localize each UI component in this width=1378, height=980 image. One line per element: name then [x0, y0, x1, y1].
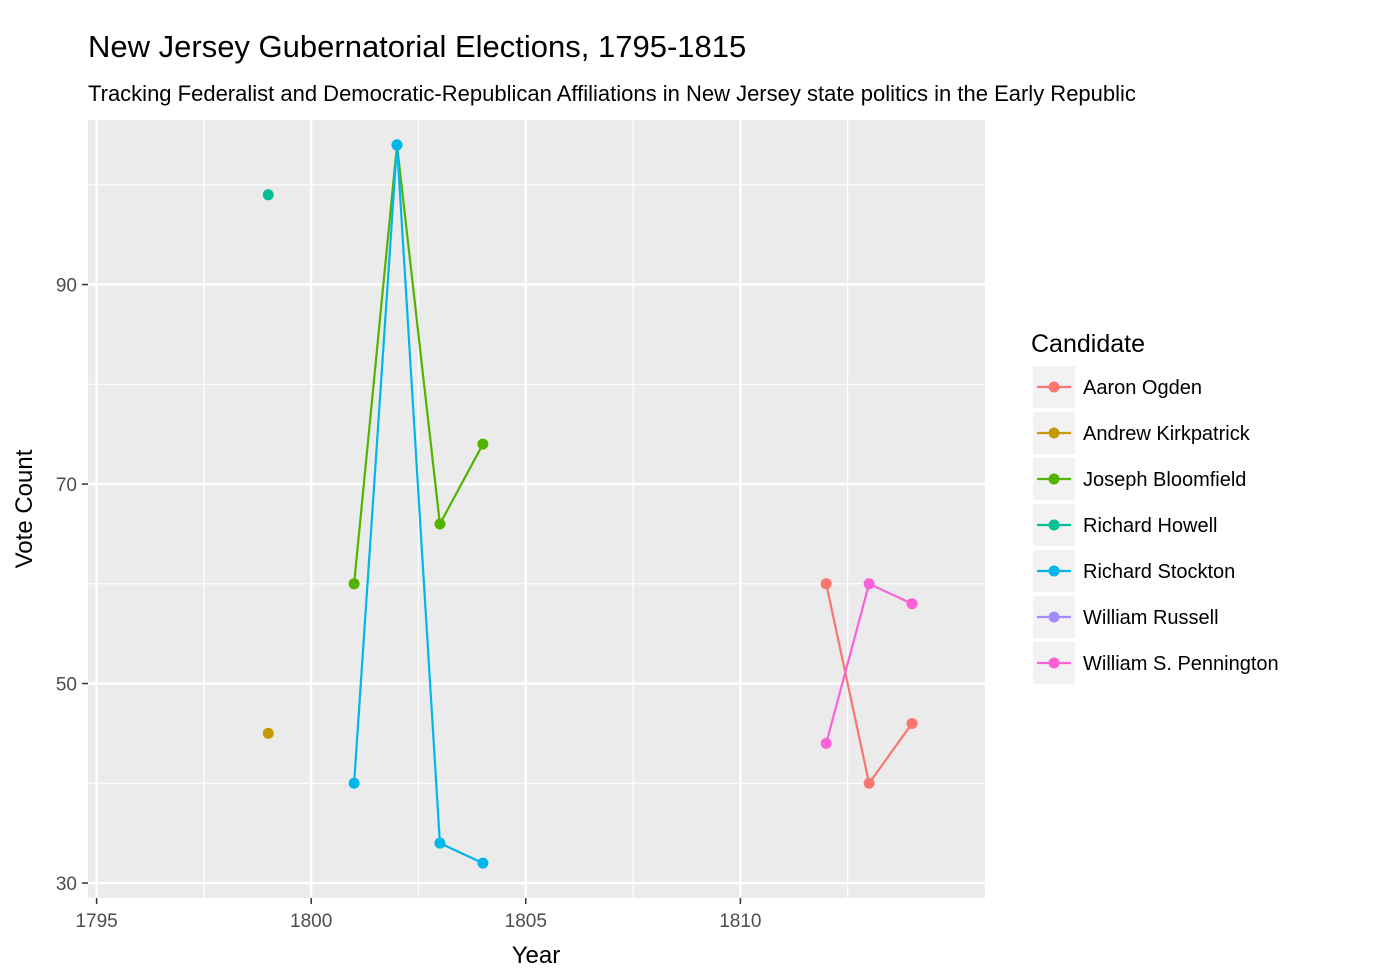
legend-key-point — [1048, 519, 1060, 531]
legend-title: Candidate — [1031, 330, 1145, 358]
x-tick-label: 1800 — [290, 911, 332, 932]
y-axis: 30 50 70 90 — [56, 276, 88, 895]
legend-label: Andrew Kirkpatrick — [1083, 423, 1251, 445]
legend-key-point — [1048, 657, 1060, 669]
data-point — [348, 777, 360, 789]
y-tick-label: 30 — [56, 874, 77, 895]
grid-lines — [88, 120, 985, 898]
data-point — [477, 857, 489, 869]
legend-label: Richard Stockton — [1083, 561, 1235, 583]
legend-key-point — [1048, 427, 1060, 439]
x-tick-label: 1805 — [505, 911, 547, 932]
legend-label: William S. Pennington — [1083, 653, 1279, 675]
data-point — [262, 727, 274, 739]
data-point — [820, 737, 832, 749]
y-tick-label: 50 — [56, 675, 77, 696]
data-point — [863, 578, 875, 590]
data-point — [863, 777, 875, 789]
data-point — [820, 578, 832, 590]
legend-key-point — [1048, 611, 1060, 623]
x-tick-label: 1810 — [719, 911, 761, 932]
legend-key-point — [1048, 473, 1060, 485]
legend: Candidate Aaron Ogden Andrew Kirkpatrick J… — [1031, 330, 1279, 684]
y-tick-label: 70 — [56, 475, 77, 496]
series-line — [353, 144, 484, 865]
data-point — [906, 717, 918, 729]
legend-label: Richard Howell — [1083, 515, 1218, 537]
legend-label: Joseph Bloomfield — [1083, 469, 1246, 491]
data-point — [477, 438, 489, 450]
legend-label: Aaron Ogden — [1083, 377, 1202, 399]
x-axis-title: Year — [512, 942, 561, 969]
plot-panel — [88, 120, 985, 898]
data-point — [434, 518, 446, 530]
data-point — [391, 139, 403, 151]
series-line — [353, 144, 484, 584]
legend-items: Aaron Ogden Andrew Kirkpatrick Joseph Bloo… — [1033, 366, 1279, 684]
legend-label: William Russell — [1083, 607, 1219, 629]
x-tick-label: 1795 — [75, 911, 117, 932]
y-tick-label: 90 — [56, 276, 77, 297]
y-axis-title: Vote Count — [11, 449, 38, 568]
data-point — [434, 837, 446, 849]
chart-subtitle: Tracking Federalist and Democratic-Repub… — [88, 81, 1136, 106]
x-axis: 1795 1800 1805 1810 — [75, 898, 762, 932]
legend-key-point — [1048, 381, 1060, 393]
data-point — [906, 598, 918, 610]
series-layer — [262, 139, 918, 869]
chart-title: New Jersey Gubernatorial Elections, 1795… — [88, 29, 746, 64]
data-point — [348, 578, 360, 590]
legend-key-point — [1048, 565, 1060, 577]
data-point — [262, 189, 274, 201]
